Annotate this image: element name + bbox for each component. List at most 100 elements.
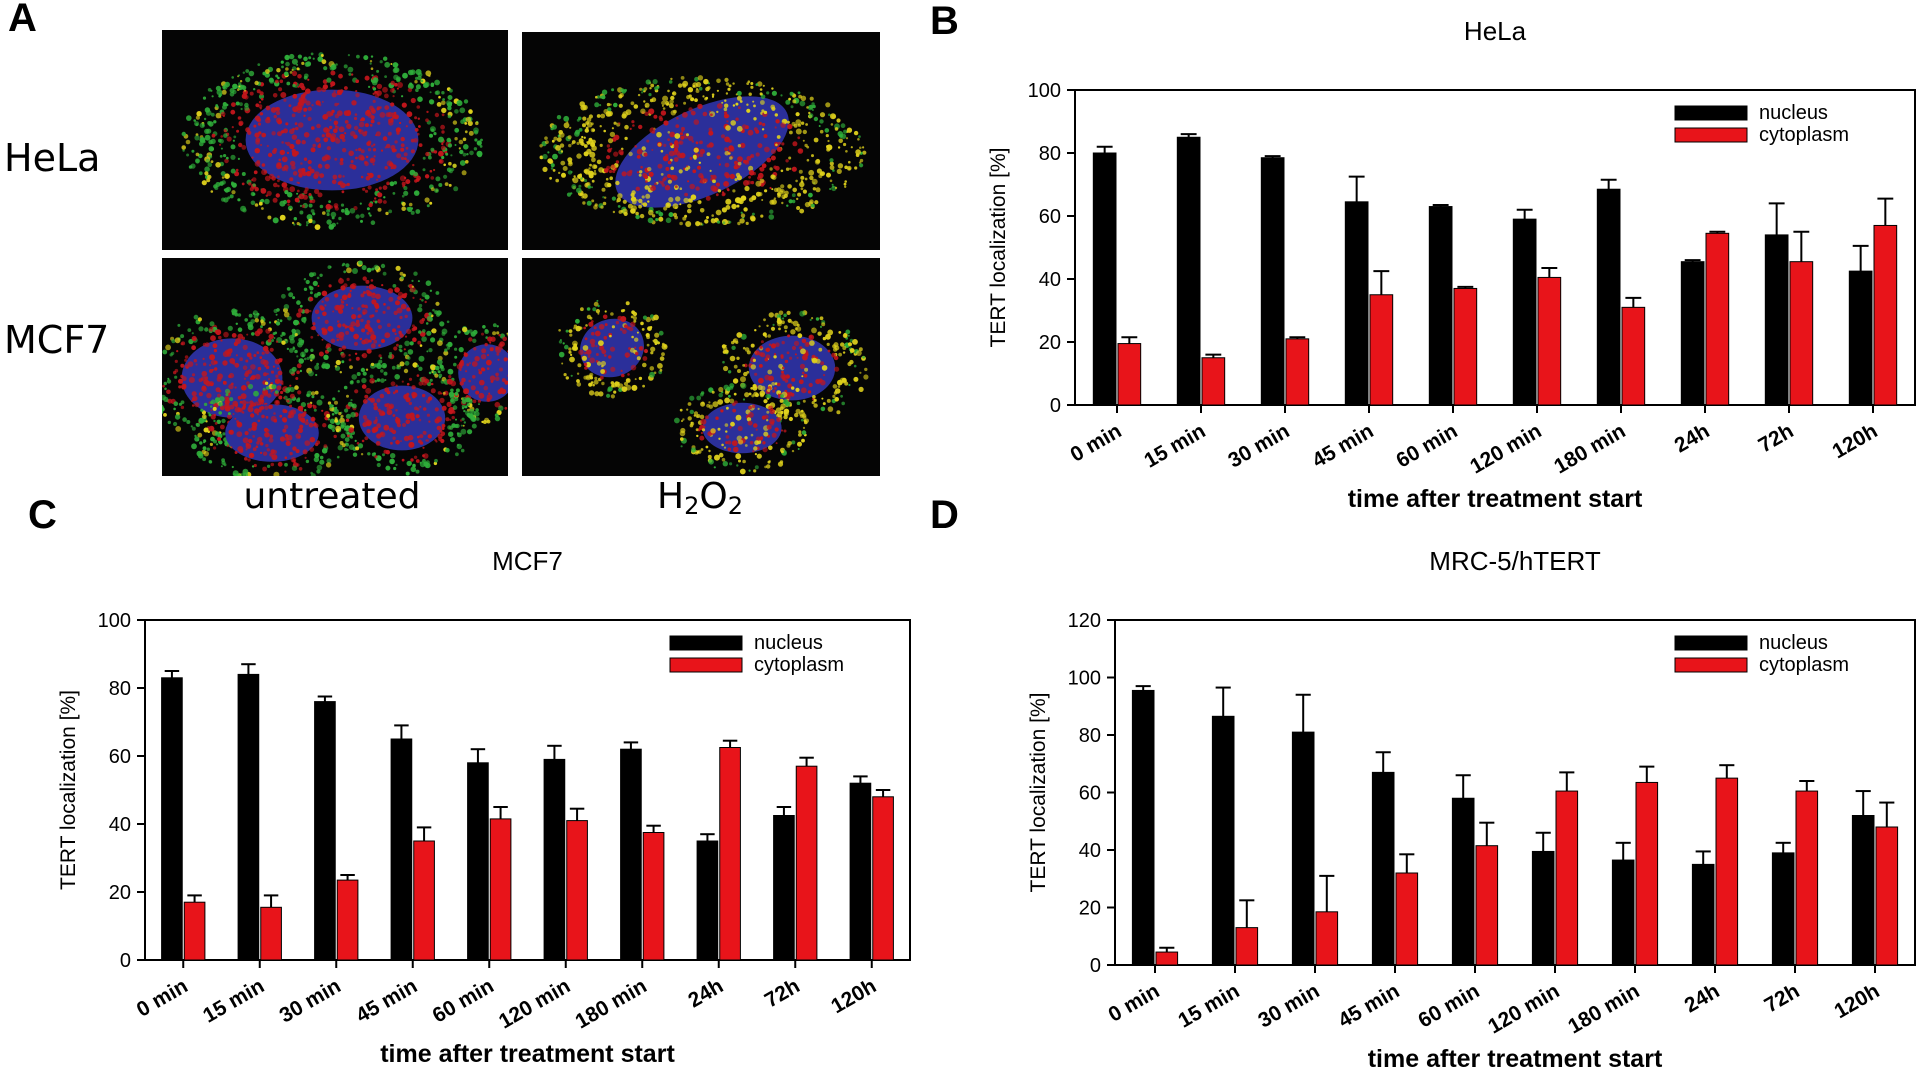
chart-b-bar-nucleus (1596, 188, 1621, 406)
chart-c-bar-nucleus (237, 673, 260, 961)
chart-b-bar-cytoplasm (1453, 287, 1478, 406)
chart-b-ytick-label: 40 (1039, 269, 1061, 291)
micrograph-hela-untreated (162, 30, 508, 250)
chart-b-bar-nucleus (1428, 206, 1453, 406)
chart-d-bar-cytoplasm (1635, 781, 1659, 966)
chart-b-xtick-label: 60 min (1392, 419, 1461, 472)
chart-c-title: MCF7 (492, 546, 563, 576)
chart-c-bar-cytoplasm (413, 840, 435, 961)
chart-d-xtick-label: 120h (1831, 979, 1884, 1023)
chart-b-bar-cytoplasm (1621, 306, 1646, 406)
chart-d-bar-cytoplasm (1395, 872, 1419, 966)
chart-c-bar-cytoplasm (795, 765, 818, 961)
chart-c-bar-nucleus (620, 748, 642, 961)
row-label-mcf7: MCF7 (4, 318, 110, 362)
chart-d-bar-cytoplasm (1475, 845, 1499, 966)
chart-d-bar-cytoplasm (1555, 790, 1579, 966)
chart-c-bar-nucleus (314, 701, 336, 961)
chart-c-xtick-label: 30 min (276, 974, 345, 1027)
legend-swatch-cytoplasm (1674, 657, 1748, 673)
chart-b-xtick-label: 180 min (1550, 419, 1629, 478)
chart-c-xtick-label: 72h (761, 974, 804, 1012)
chart-b-bar-cytoplasm (1537, 276, 1562, 406)
chart-c-bar-nucleus (161, 677, 183, 961)
chart-d-xtick-label: 45 min (1334, 979, 1403, 1032)
chart-c-bar-cytoplasm (872, 796, 894, 961)
legend-label-nucleus: nucleus (1759, 102, 1828, 124)
chart-c-bar-nucleus (696, 840, 719, 961)
chart-c-bar-cytoplasm (489, 818, 512, 961)
chart-b-xtick-label: 0 min (1066, 419, 1125, 466)
chart-c-xlabel: time after treatment start (380, 1040, 675, 1068)
legend-label-cytoplasm: cytoplasm (1759, 654, 1849, 676)
chart-d-xtick-label: 180 min (1564, 979, 1643, 1038)
chart-b-bar-nucleus (1092, 152, 1117, 406)
chart-d-ytick-label: 0 (1090, 955, 1101, 977)
chart-d-ytick-label: 20 (1079, 898, 1101, 920)
column-label-h2o2: H2O2 (657, 476, 743, 520)
chart-d-bar-cytoplasm (1235, 927, 1259, 966)
chart-c-ylabel: TERT localization [%] (57, 690, 80, 890)
chart-d-bar-nucleus (1611, 859, 1635, 966)
chart-d-bar-nucleus (1371, 771, 1395, 966)
legend-label-cytoplasm: cytoplasm (1759, 124, 1849, 146)
chart-c-xtick-label: 180 min (572, 974, 651, 1033)
chart-d-ytick-label: 60 (1079, 783, 1101, 805)
micrograph-hela-h2o2 (522, 32, 880, 250)
legend-swatch-cytoplasm (1674, 127, 1748, 143)
chart-d-xtick-label: 15 min (1174, 979, 1243, 1032)
micrograph-mcf7-untreated (162, 258, 508, 476)
chart-d-bar-nucleus (1531, 850, 1555, 966)
chart-b-bar-cytoplasm (1705, 232, 1730, 406)
chart-b-ytick-label: 20 (1039, 332, 1061, 354)
chart-b-ytick-label: 100 (1028, 80, 1061, 102)
chart-c-xtick-label: 0 min (133, 974, 192, 1021)
chart-b-bar-cytoplasm (1789, 261, 1814, 406)
chart-c-xtick-label: 120 min (495, 974, 574, 1033)
chart-d-bar-cytoplasm (1155, 951, 1179, 966)
chart-d-xtick-label: 60 min (1414, 979, 1483, 1032)
chart-d-xtick-label: 120 min (1484, 979, 1563, 1038)
chart-c-bar-nucleus (849, 782, 872, 961)
chart-b-title: HeLa (1464, 16, 1527, 46)
chart-b-xtick-label: 15 min (1140, 419, 1209, 472)
chart-b-bar-cytoplasm (1201, 357, 1226, 406)
chart-d-bar-nucleus (1131, 689, 1155, 966)
chart-d-ytick-label: 40 (1079, 840, 1101, 862)
chart-d-bar-nucleus (1771, 852, 1795, 966)
legend-swatch-nucleus (669, 635, 743, 651)
chart-c-bar-cytoplasm (260, 906, 282, 961)
chart-c-bar-nucleus (390, 738, 413, 961)
chart-c-bar-cytoplasm (642, 832, 665, 961)
chart-d-xtick-label: 72h (1761, 979, 1804, 1017)
chart-b-ytick-label: 80 (1039, 143, 1061, 165)
legend-swatch-nucleus (1674, 635, 1748, 651)
micrograph-mcf7-h2o2 (522, 258, 880, 476)
chart-c-bar-cytoplasm (183, 901, 206, 961)
chart-b-bar-cytoplasm (1369, 294, 1394, 406)
chart-d-panel-letter: D (930, 493, 959, 537)
chart-c-xtick-label: 60 min (429, 974, 498, 1027)
chart-d-bar-nucleus (1691, 863, 1715, 966)
chart-b-ytick-label: 60 (1039, 206, 1061, 228)
chart-d-title: MRC-5/hTERT (1429, 546, 1601, 576)
chart-b-plot-frame (1074, 89, 1916, 406)
chart-b-xtick-label: 72h (1755, 419, 1798, 457)
chart-d-ytick-label: 100 (1068, 668, 1101, 690)
chart-b-bar-cytoplasm (1117, 343, 1142, 406)
chart-c-panel-letter: C (28, 493, 57, 537)
chart-c-xtick-label: 15 min (199, 974, 268, 1027)
chart-b-xtick-label: 45 min (1308, 419, 1377, 472)
chart-c-ytick-label: 100 (98, 610, 131, 632)
chart-b-panel-letter: B (930, 0, 959, 43)
chart-b-xtick-label: 120 min (1466, 419, 1545, 478)
chart-d-xtick-label: 0 min (1104, 979, 1163, 1026)
chart-c-bar-nucleus (773, 815, 795, 961)
chart-d-xtick-label: 24h (1681, 979, 1724, 1017)
chart-c-plot-frame (144, 619, 911, 961)
chart-d-xlabel: time after treatment start (1368, 1045, 1663, 1073)
chart-b-bar-nucleus (1764, 234, 1789, 406)
column-label-untreated: untreated (243, 476, 421, 517)
chart-c-ytick-label: 0 (120, 950, 131, 972)
